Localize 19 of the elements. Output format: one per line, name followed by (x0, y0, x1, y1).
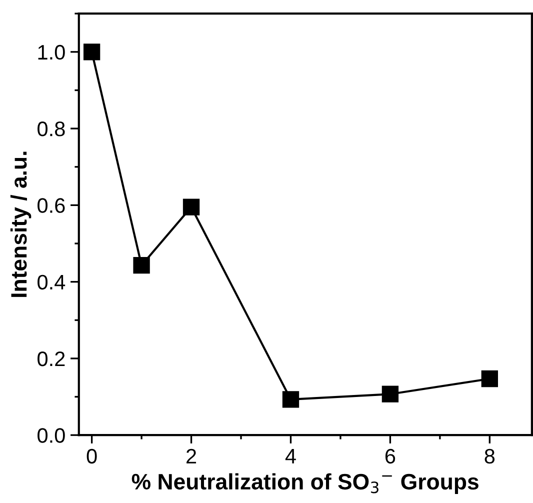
point (83, 44, 100, 60)
point (282, 391, 300, 408)
point (182, 198, 200, 216)
y-tick-label: 0.2 (38, 351, 65, 366)
y-tick-label: 1.0 (38, 44, 65, 60)
y-tick-label: 0.8 (38, 122, 65, 136)
point (481, 370, 498, 388)
x-tick-label: 4 (285, 449, 296, 464)
y-tick-label: 0.0 (38, 428, 65, 443)
x-tick-label: 8 (484, 448, 495, 464)
y-tick-label: 0.4 (38, 274, 66, 290)
point (382, 386, 399, 402)
y-tick-label: 0.6 (38, 198, 65, 213)
x-tick-label: 2 (186, 448, 196, 464)
x-tick-label: 0 (86, 448, 97, 464)
point (133, 257, 150, 274)
x-axis-title: % Neutralization of SO$_{3}$$^{−}$ Groups (132, 473, 478, 494)
y-axis-title: Intensity / a.u. (10, 152, 32, 297)
x-tick-label: 6 (385, 448, 396, 464)
